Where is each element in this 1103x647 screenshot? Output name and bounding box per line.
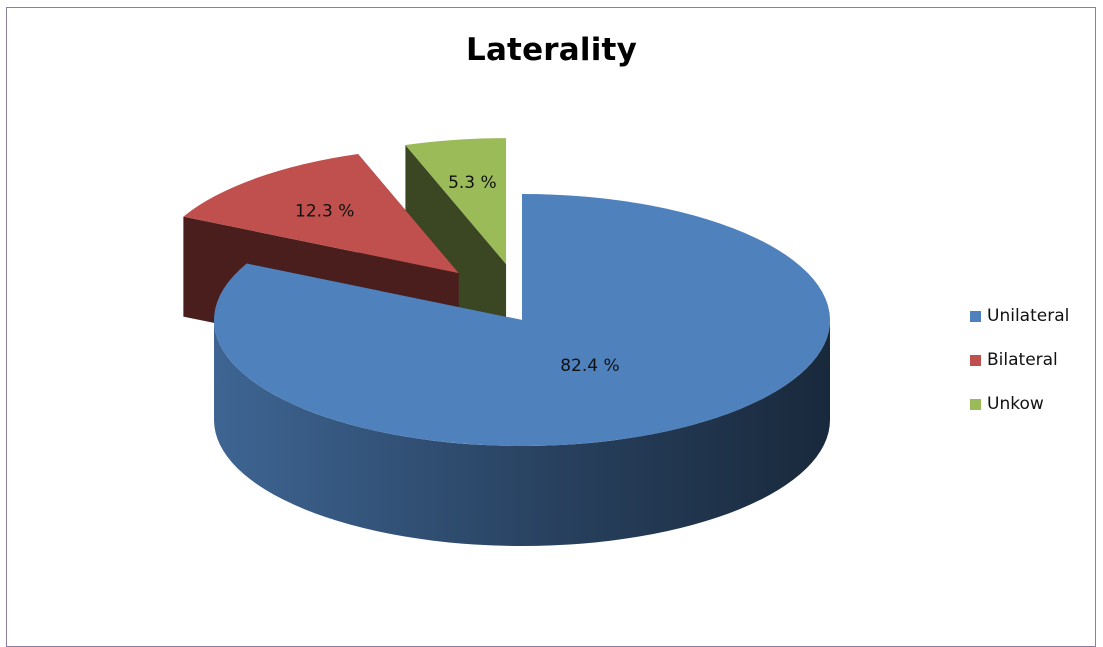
chart-title: Laterality [465, 32, 637, 68]
pie-slice-unkow [405, 138, 507, 365]
legend-swatch-bilateral [970, 354, 981, 366]
data-label-unilateral: 82.4 % [560, 356, 619, 376]
pie-slice-top [214, 194, 831, 446]
pie-slice-unilateral [214, 194, 831, 546]
legend-swatch-unkow [970, 398, 981, 410]
legend-item-bilateral: Bilateral [970, 349, 1069, 371]
legend-label-bilateral: Bilateral [987, 350, 1058, 370]
pie-slice-top [183, 154, 459, 274]
pie-slice-side [214, 320, 830, 546]
legend-label-unkow: Unkow [987, 394, 1044, 414]
legend-item-unilateral: Unilateral [970, 305, 1069, 327]
legend-item-unkow: Unkow [970, 393, 1069, 415]
pie-slice-wall-0 [405, 145, 507, 365]
legend: Unilateral Bilateral Unkow [970, 305, 1069, 437]
data-label-unkow: 5.3 % [448, 173, 497, 193]
pie-slice-top [405, 138, 507, 265]
legend-swatch-unilateral [970, 310, 981, 322]
legend-label-unilateral: Unilateral [987, 306, 1070, 326]
data-label-bilateral: 12.3 % [295, 202, 354, 222]
